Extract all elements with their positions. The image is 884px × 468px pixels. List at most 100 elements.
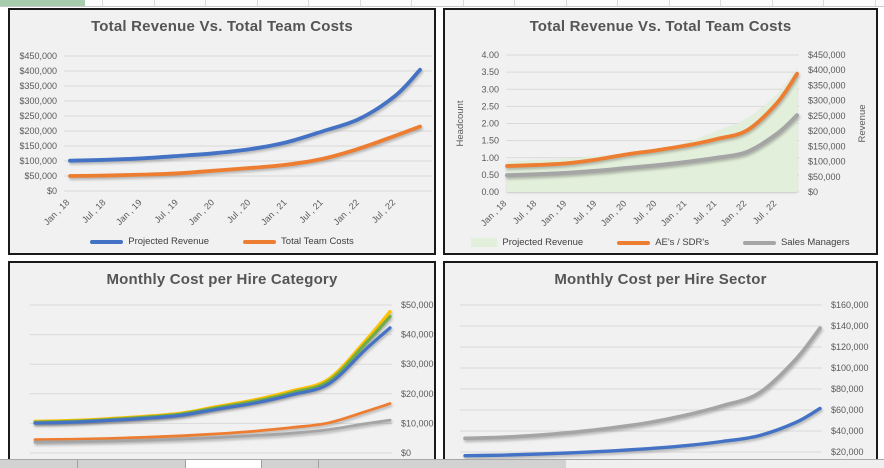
sheet-scrollbar-track[interactable] — [566, 460, 884, 468]
line-swatch-total-team-costs — [243, 239, 277, 244]
x-axis-tick-label: Jul , 22 — [751, 198, 779, 226]
legend-item-ae-s-sdr-s[interactable]: AE's / SDR's — [617, 237, 709, 248]
y-axis-tick-label: $350,000 — [19, 81, 57, 91]
y-axis-tick-label: $350,000 — [808, 80, 846, 90]
x-axis-tick-label: Jan , 19 — [539, 198, 569, 228]
x-axis-tick-label: Jul , 21 — [297, 197, 325, 225]
x-axis-tick-label: Jul , 18 — [80, 197, 108, 225]
legend-label: AE's / SDR's — [655, 237, 709, 248]
chart-monthly-cost-per-hire-sector[interactable]: $0$20,000$40,000$60,000$80,000$100,000$1… — [443, 261, 878, 468]
chart-plot-svg: $0 $50,000 $100,000 $150,000 $200,000 $250,00… — [19, 51, 432, 227]
legend-item-projected-revenue[interactable]: Projected Revenue — [471, 237, 583, 248]
series-line-sales-managers — [505, 113, 799, 178]
x-axis-tick-label: Jan , 22 — [719, 198, 749, 228]
y-axis-tick-label: $0 — [47, 186, 57, 196]
y-axis-tick-label: $120,000 — [831, 342, 869, 352]
line-swatch-projected-revenue — [90, 239, 124, 244]
column-divider — [514, 0, 515, 6]
y-axis-tick-label: 3.50 — [481, 67, 499, 77]
y-axis-tick-label: $100,000 — [808, 157, 846, 167]
line-swatch-sales-managers — [742, 240, 776, 245]
line-swatch-ae-s-sdr-s — [617, 240, 651, 245]
y-axis-tick-label: 3.00 — [481, 84, 499, 94]
sheet-tab-divider — [77, 460, 78, 468]
legend-item-sales-managers[interactable]: Sales Managers — [742, 237, 850, 248]
chart-total-revenue-vs-total-team-costs-dual-axis[interactable]: 0.00 0.50 1.00 1.50 2.00 2.50 3.00 3.50 4.00 $0 $5… — [443, 8, 878, 255]
x-axis-tick-label: Jul , 19 — [571, 198, 599, 226]
x-axis-tick-label: Jul , 19 — [152, 197, 180, 225]
x-axis-tick-label: Jul , 22 — [370, 197, 398, 225]
y-axis-tick-label: $150,000 — [808, 141, 846, 151]
y-axis-tick-label: $30,000 — [401, 359, 434, 369]
y-axis-tick-label: $140,000 — [831, 321, 869, 331]
chart-title: Total Revenue Vs. Total Team Costs — [91, 18, 353, 35]
y-axis-tick-label: $400,000 — [19, 66, 57, 76]
y-axis-tick-label: 2.50 — [481, 101, 499, 111]
y-axis-tick-label: $0 — [808, 187, 818, 197]
chart-total-revenue-vs-total-team-costs[interactable]: $0 $50,000 $100,000 $150,000 $200,000 $250,00… — [8, 8, 436, 255]
chart-plot-svg: $0 $10,000 $20,000 $30,000 $40,000 $50,000 — [30, 300, 434, 458]
y-axis-tick-label: $20,000 — [401, 389, 434, 399]
chart-title: Total Revenue Vs. Total Team Costs — [529, 18, 792, 35]
y-axis-tick-label: $40,000 — [401, 330, 434, 340]
y-axis-tick-label: $150,000 — [19, 141, 57, 151]
y-axis-tick-label: 0.00 — [481, 187, 499, 197]
x-axis-tick-label: Jan , 20 — [599, 198, 629, 228]
y-axis-tick-label: 1.00 — [481, 153, 499, 163]
chart-monthly-cost-per-hire-category[interactable]: $0 $10,000 $20,000 $30,000 $40,000 $50,000 Mon… — [8, 261, 436, 468]
y-axis-tick-label: $250,000 — [19, 111, 57, 121]
column-divider — [462, 0, 464, 6]
y-axis-tick-label: $450,000 — [808, 50, 846, 60]
y-axis-tick-label: $300,000 — [19, 96, 57, 106]
column-divider — [668, 0, 670, 6]
sheet-tab-divider — [318, 460, 319, 468]
column-divider — [205, 0, 206, 6]
column-divider — [411, 0, 412, 6]
x-axis-tick-label: Jan , 22 — [331, 197, 361, 227]
legend-label: Sales Managers — [780, 237, 850, 248]
y-axis-tick-label: $20,000 — [831, 447, 864, 457]
spreadsheet-row-strip — [0, 0, 884, 7]
series-line-category-blue — [33, 326, 392, 425]
chart-title: Monthly Cost per Hire Sector — [554, 271, 767, 288]
y-axis-tick-label: $10,000 — [401, 418, 434, 428]
y-axis-tick-label: 1.50 — [481, 136, 499, 146]
column-divider — [256, 0, 258, 6]
column-divider — [617, 0, 618, 6]
column-divider — [359, 0, 361, 6]
selected-cell[interactable] — [0, 0, 85, 6]
y-axis-tick-label: $160,000 — [831, 300, 869, 310]
chart-plot-svg: $0$20,000$40,000$60,000$80,000$100,000$1… — [460, 300, 869, 468]
left-axis-title: Headcount — [455, 100, 466, 146]
series-line-category-yellow — [33, 309, 392, 423]
x-axis-tick-label: Jan , 21 — [659, 198, 689, 228]
y-axis-tick-label: $0 — [401, 448, 411, 458]
y-axis-tick-label: $40,000 — [831, 426, 864, 436]
series-line-category-orange — [33, 402, 392, 442]
y-axis-tick-label: 2.00 — [481, 119, 499, 129]
active-sheet-tab[interactable] — [185, 460, 262, 468]
right-axis-title: Revenue — [857, 104, 868, 142]
y-axis-tick-label: $100,000 — [19, 156, 57, 166]
y-axis-tick-label: 4.00 — [481, 50, 499, 60]
chart-plot-svg: 0.00 0.50 1.00 1.50 2.00 2.50 3.00 3.50 4.00 $0 $5… — [455, 50, 868, 228]
legend-label: Projected Revenue — [502, 237, 584, 248]
legend-label: Projected Revenue — [128, 236, 210, 247]
series-line-sector-gray — [463, 326, 822, 441]
legend-item-projected-revenue[interactable]: Projected Revenue — [90, 236, 209, 247]
y-axis-tick-label: $450,000 — [19, 51, 57, 61]
sheet-tab-bar — [0, 459, 884, 468]
x-axis-tick-label: Jul , 21 — [691, 198, 719, 226]
column-divider — [308, 0, 309, 6]
x-axis-tick-label: Jan , 21 — [259, 197, 289, 227]
y-axis-tick-label: 0.50 — [481, 170, 499, 180]
column-divider — [771, 0, 773, 6]
area-swatch-projected-revenue — [471, 238, 498, 247]
series-line-sector-blue — [463, 406, 822, 458]
legend-item-total-team-costs[interactable]: Total Team Costs — [243, 236, 354, 247]
legend-label: Total Team Costs — [281, 236, 354, 247]
column-divider — [823, 0, 824, 6]
y-axis-tick-label: $50,000 — [24, 171, 57, 181]
column-divider — [102, 0, 103, 6]
